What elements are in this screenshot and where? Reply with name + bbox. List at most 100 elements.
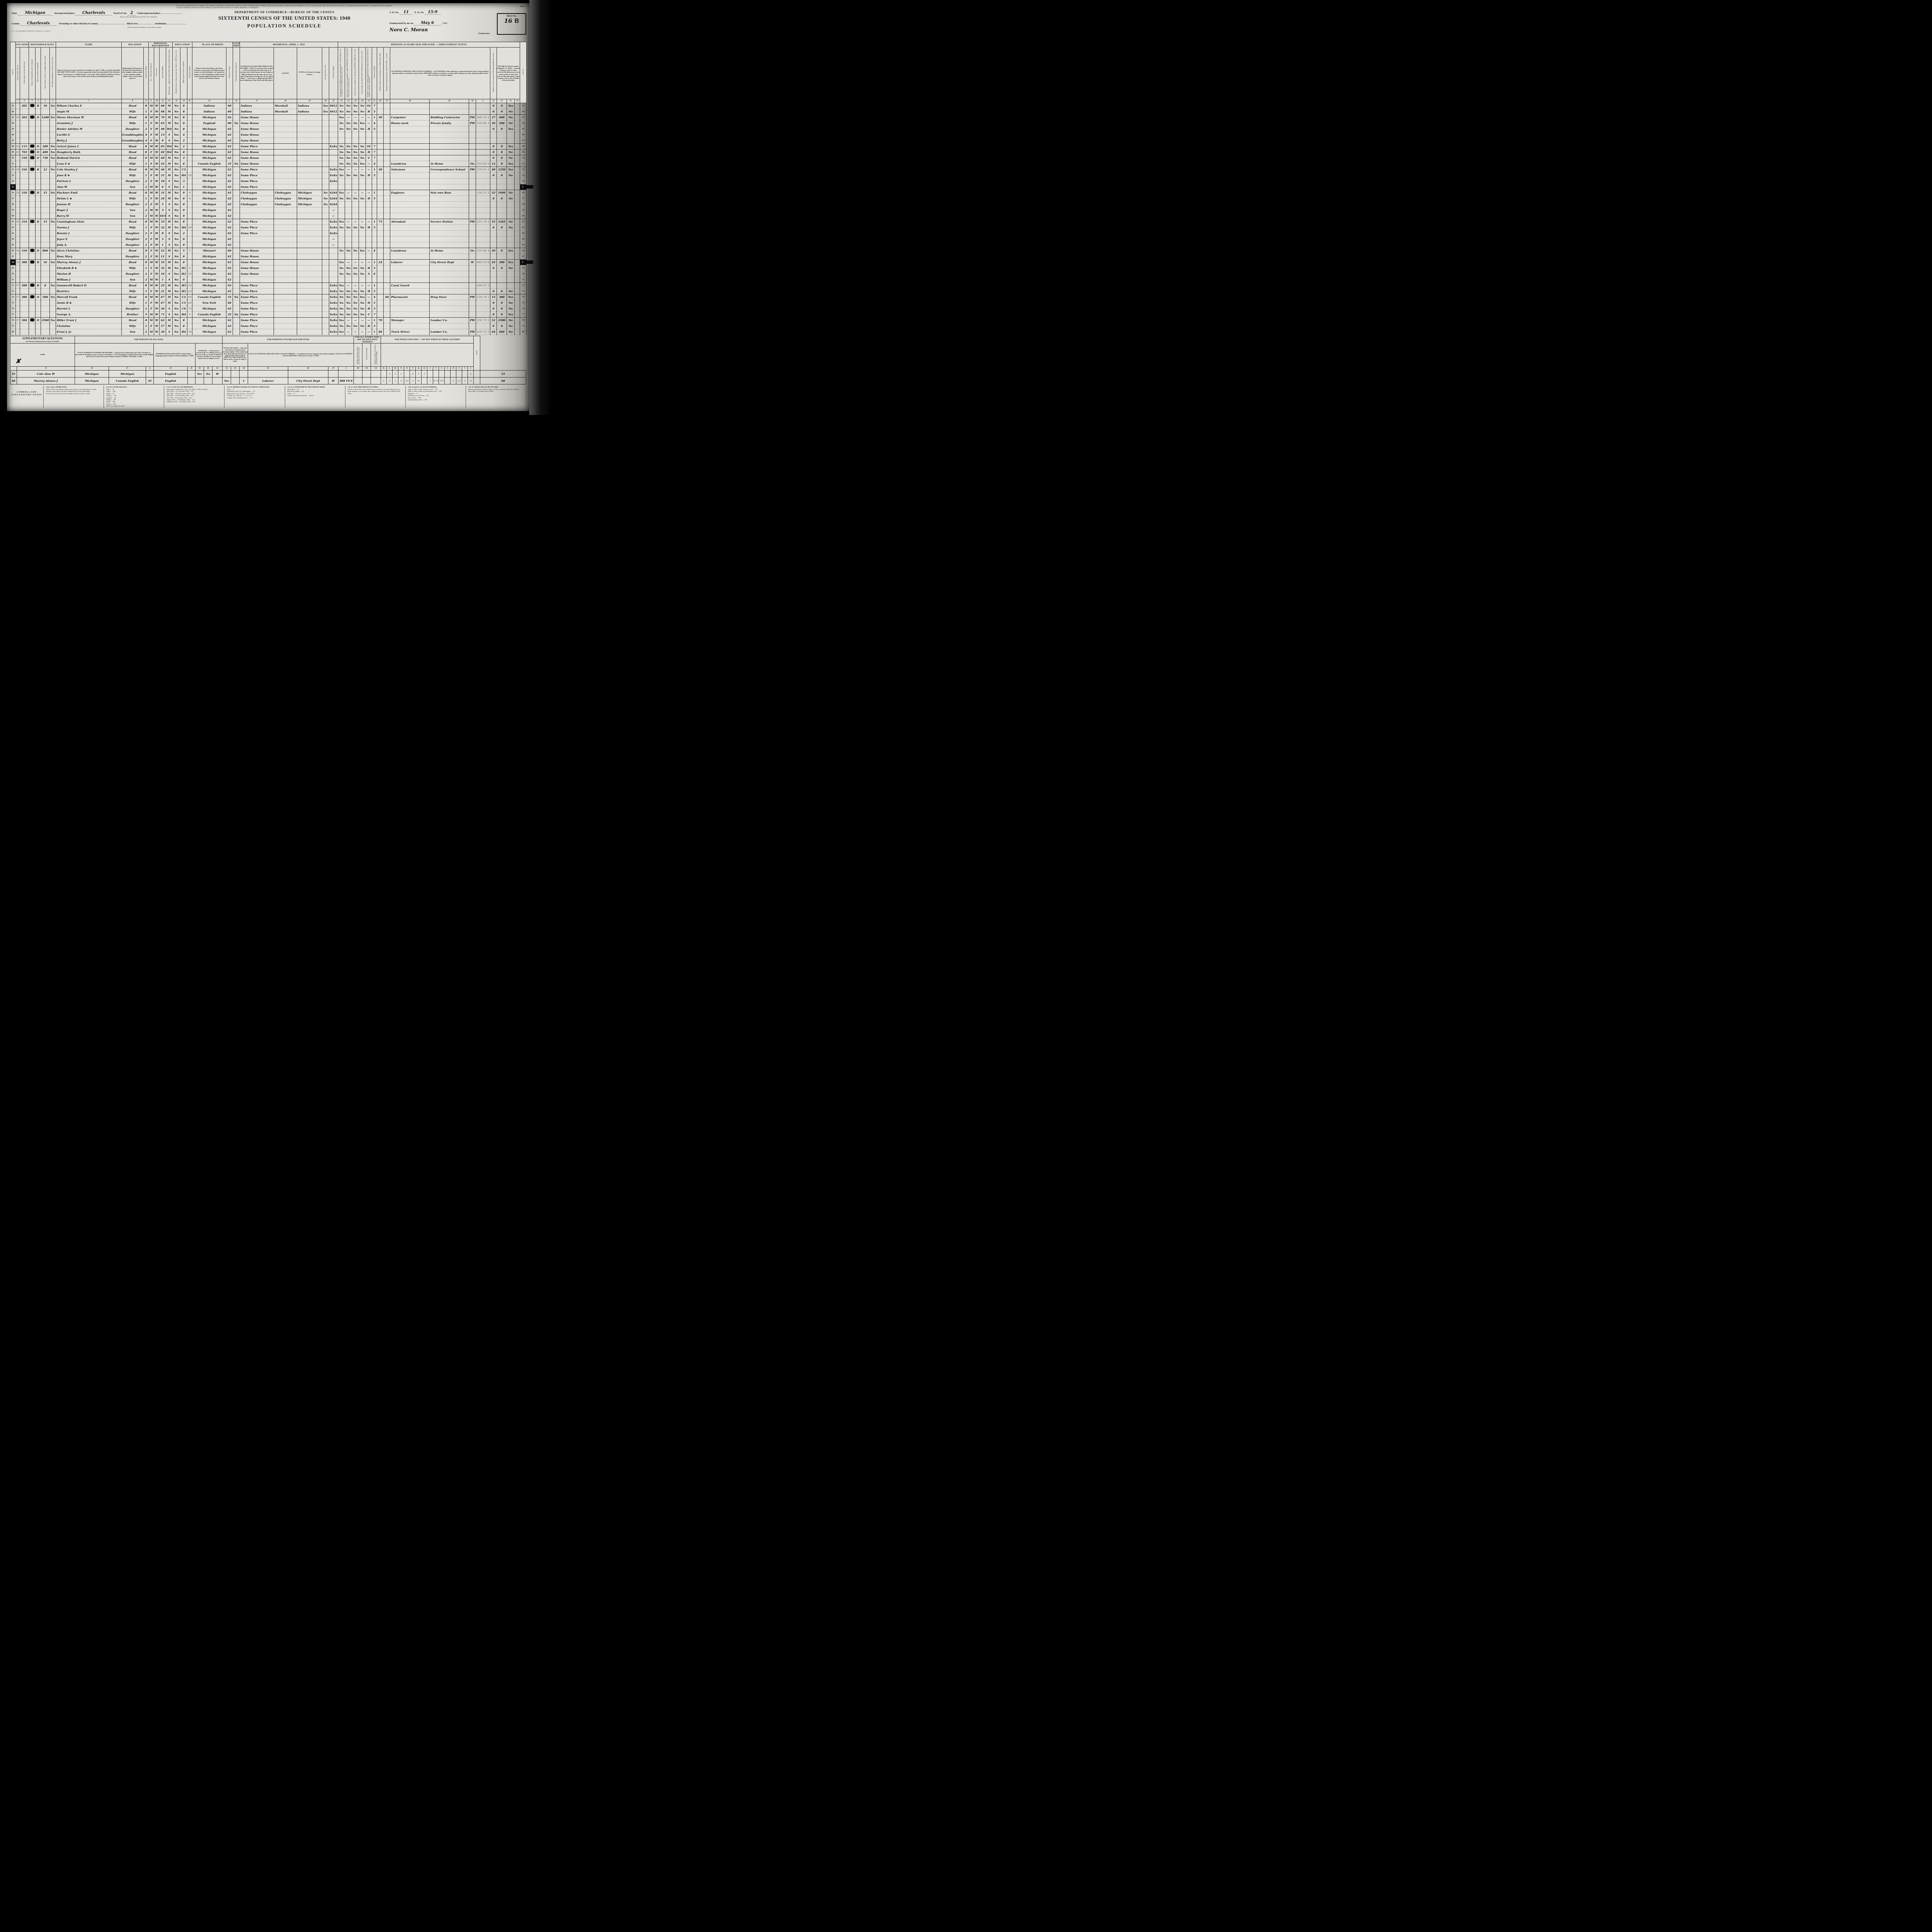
column-number: 32 (497, 99, 507, 103)
cell: Judy A. (56, 242, 122, 248)
cell: Head (121, 167, 144, 173)
cell (377, 149, 384, 155)
cell: F (148, 196, 155, 202)
column-number: M (392, 366, 399, 371)
cell (433, 370, 439, 378)
cell (383, 184, 391, 190)
cell: XoXo (329, 329, 338, 335)
note-line: Unpaid family worker .... NP (408, 398, 427, 401)
cell: V30 70 1 (476, 294, 491, 300)
cell (15, 230, 20, 236)
cell (514, 329, 520, 335)
cell (240, 207, 274, 213)
cell (15, 271, 20, 277)
cell: — (366, 248, 372, 254)
cell: 2 (143, 236, 149, 242)
cell (507, 230, 515, 236)
note-title: Col. 32. WAGES OR SALARY INCOME: (468, 386, 499, 388)
cell: Head (121, 190, 144, 196)
cell: 0 (497, 172, 507, 179)
cell (514, 196, 520, 202)
cell (366, 230, 372, 236)
line-number: 67 (520, 253, 527, 260)
cell (49, 323, 56, 329)
cell (297, 172, 323, 179)
cell (476, 253, 491, 260)
line-number: 58 (520, 201, 527, 207)
line-number: 51 (520, 161, 527, 167)
cell (377, 271, 384, 277)
table-row: 41 305 R 10 No Wilson Charles E Head 0 M W 68 M No 8 I… (10, 103, 527, 109)
column-number: O (404, 366, 410, 371)
cell (15, 277, 20, 283)
cell: M (148, 207, 155, 213)
cell (15, 126, 20, 132)
explanatory-note-block: Col. 21. WAS THIS PERSON AT WORK? Persons… (347, 386, 406, 408)
cell: W (154, 224, 160, 231)
cell: 62 (226, 167, 233, 173)
cell: — (329, 236, 338, 242)
cell: F (148, 149, 155, 155)
cell: No (345, 306, 352, 312)
cell: Roger J (56, 207, 122, 213)
cell: Wd (166, 143, 173, 150)
cell (390, 207, 430, 213)
cell (41, 184, 50, 190)
column-header: Name of each person whose usual place of… (56, 47, 122, 99)
column-header: Code (Leave blank) (372, 47, 378, 99)
cell: 0 (143, 155, 149, 161)
cell: 20 (159, 329, 167, 335)
cell (35, 161, 41, 167)
cell (429, 311, 469, 318)
cell (19, 138, 29, 144)
cell: 364 (15, 143, 20, 150)
explanatory-note-block: Cols. 30 and 47. CLASS OF WORKER: Wage or… (407, 386, 466, 408)
cell: O (35, 149, 41, 155)
cell (377, 253, 384, 260)
cell (297, 138, 323, 144)
cell (15, 196, 20, 202)
cell (476, 236, 491, 242)
cell (329, 259, 338, 265)
ink-stamp (30, 260, 34, 264)
cell: M (166, 248, 173, 254)
cell: Michigan (192, 323, 227, 329)
column-number: 38 (153, 366, 188, 371)
cell (366, 277, 372, 283)
cell (390, 213, 430, 219)
cell (338, 242, 345, 248)
cell: 62 (226, 149, 233, 155)
cell (49, 120, 56, 126)
margin-x-mark: ✘ (15, 357, 21, 365)
cell: 44 (490, 329, 497, 335)
line-number: 48 (520, 143, 527, 150)
cell: 1 (398, 370, 405, 378)
line-number: 50 (10, 155, 16, 161)
cell: Service Station (429, 219, 469, 225)
line-number: 62 (520, 224, 527, 231)
cell: No (507, 120, 515, 126)
cell: 15 (41, 190, 50, 196)
cell: Oa (469, 248, 476, 254)
cell (233, 323, 240, 329)
cell: Same Place (240, 300, 274, 306)
cell (469, 172, 476, 179)
cell: — (366, 161, 372, 167)
column-header: PLACE OF BIRTH (192, 42, 233, 48)
cell: Head (121, 143, 144, 150)
cell: 420 73 1 (476, 329, 491, 335)
line-number: 66 (520, 248, 527, 254)
cell (377, 109, 384, 115)
cell: 5 (372, 323, 378, 329)
cell (469, 311, 476, 318)
cell (322, 277, 330, 283)
cell (41, 172, 50, 179)
cell: 2 (143, 178, 149, 184)
cell (329, 184, 338, 190)
cell: — (359, 317, 366, 323)
cell (377, 143, 384, 150)
cell: 5 (372, 109, 378, 115)
cell: U (366, 311, 372, 318)
table-row: 78372304O2500NoHiller Ernst JHead0MW62MN… (10, 317, 527, 323)
cell (233, 143, 240, 150)
